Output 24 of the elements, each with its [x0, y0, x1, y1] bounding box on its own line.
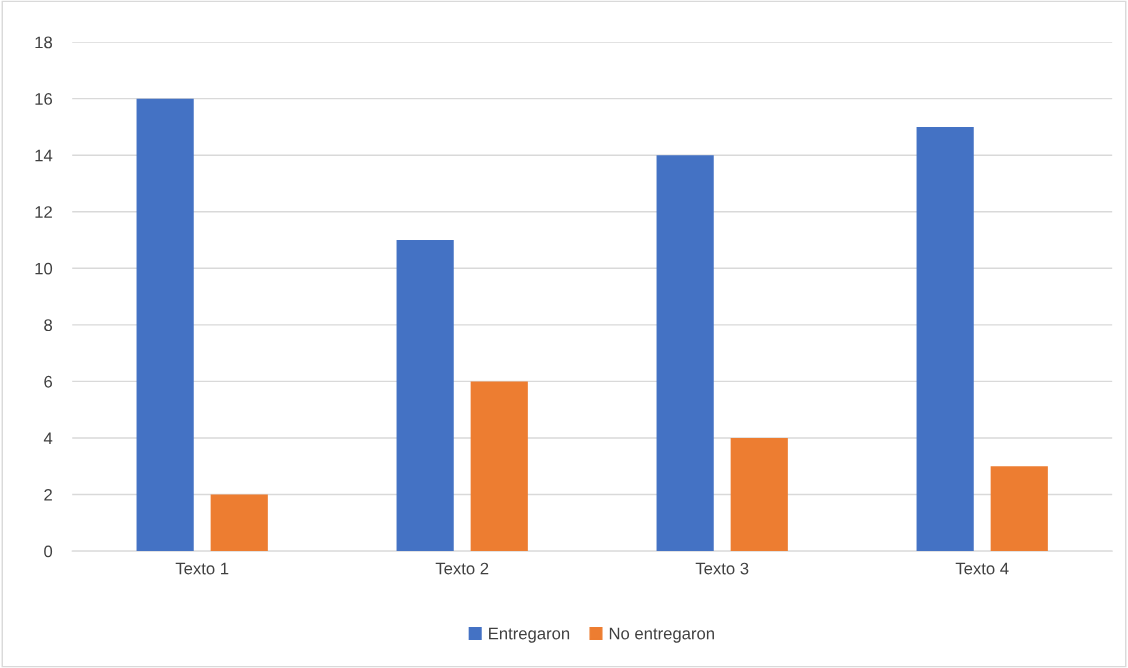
x-tick-label: Texto 3: [695, 562, 749, 575]
bar: [210, 494, 268, 552]
y-tick-label: 8: [44, 319, 53, 332]
bar: [396, 240, 454, 552]
y-tick-label: 0: [44, 545, 53, 558]
x-tick-label: Texto 1: [175, 562, 229, 575]
x-tick-label: Texto 2: [435, 562, 489, 575]
legend-label: No entregaron: [609, 627, 714, 643]
y-tick-label: 4: [43, 432, 53, 445]
x-tick-label: Texto 4: [955, 562, 1009, 575]
bar: [990, 466, 1048, 552]
y-tick-label: 16: [35, 93, 53, 105]
y-tick-label: 14: [35, 149, 53, 162]
bar: [730, 437, 788, 552]
bar: [916, 126, 974, 552]
y-tick-label: 12: [35, 206, 52, 218]
bar: [656, 155, 714, 552]
legend-label: Entregaron: [489, 627, 570, 643]
bar: [136, 98, 194, 552]
bar: [470, 381, 528, 552]
y-tick-label: 2: [44, 488, 52, 501]
y-tick-label: 10: [35, 262, 53, 275]
y-tick-label: 18: [35, 36, 53, 49]
y-tick-label: 6: [44, 375, 53, 388]
